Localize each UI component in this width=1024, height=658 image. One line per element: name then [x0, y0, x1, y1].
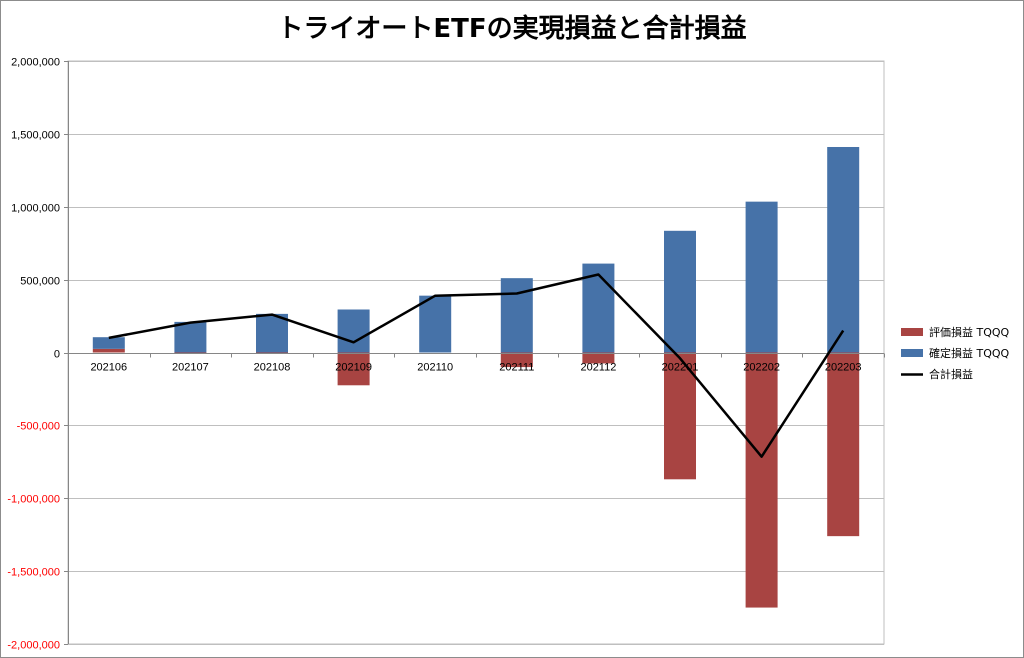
bar-202111	[500, 352, 533, 368]
legend-swatch	[901, 328, 923, 336]
y-tick-label: -1,000,000	[7, 494, 60, 506]
bar-202112	[582, 263, 615, 353]
bar-202203	[827, 146, 860, 353]
y-tick-label: -2,000,000	[7, 640, 60, 652]
bar-202110	[419, 295, 452, 353]
bar-202108	[256, 313, 288, 353]
y-tick-label: 500,000	[20, 276, 60, 288]
x-tick-label: 202107	[172, 362, 209, 374]
axis-layer: 2,000,000 1,500,000 1,000,000 500,000 0 -500,…	[7, 57, 885, 652]
y-tick-label: 2,000,000	[11, 57, 60, 69]
bar-202111	[500, 278, 533, 353]
x-tick-label: 202109	[335, 362, 372, 374]
x-tick-label: 202110	[417, 362, 453, 374]
line-layer	[108, 273, 845, 458]
bar-202109	[337, 352, 370, 386]
y-tick-label: 1,500,000	[11, 130, 60, 142]
legend-label: 合計損益	[929, 367, 973, 381]
y-tick-label: 0	[54, 349, 60, 361]
x-tick-label: 202202	[743, 362, 780, 374]
x-tick-label: 202106	[90, 362, 127, 374]
legend: 評価損益 TQQQ 確定損益 TQQQ 合計損益	[901, 325, 1010, 381]
bar-202202	[745, 201, 778, 353]
bar-202112	[582, 352, 615, 364]
bar-202201	[664, 230, 696, 353]
bar-202201	[664, 352, 696, 480]
line-series-total	[108, 273, 845, 458]
x-tick-label: 202112	[580, 362, 616, 374]
bar-202109	[337, 309, 370, 353]
bar-202106	[92, 337, 125, 349]
x-tick-label: 202201	[662, 362, 699, 374]
bar-202202	[745, 352, 778, 608]
chart-title: トライオートETFの実現損益と合計損益	[277, 14, 747, 44]
legend-label: 評価損益 TQQQ	[929, 325, 1010, 339]
x-tick-label: 202203	[825, 362, 862, 374]
bar-202107	[174, 321, 207, 353]
legend-label: 確定損益 TQQQ	[929, 346, 1010, 360]
bar-202203	[827, 352, 860, 537]
y-tick-label: -1,500,000	[7, 567, 60, 579]
x-tick-label: 202111	[499, 362, 534, 374]
y-tick-label: -500,000	[17, 421, 60, 433]
x-tick-label: 202108	[254, 362, 291, 374]
y-tick-label: 1,000,000	[11, 203, 60, 215]
legend-swatch	[901, 349, 923, 357]
bar-layer	[92, 146, 860, 608]
bar-202106	[92, 348, 125, 353]
